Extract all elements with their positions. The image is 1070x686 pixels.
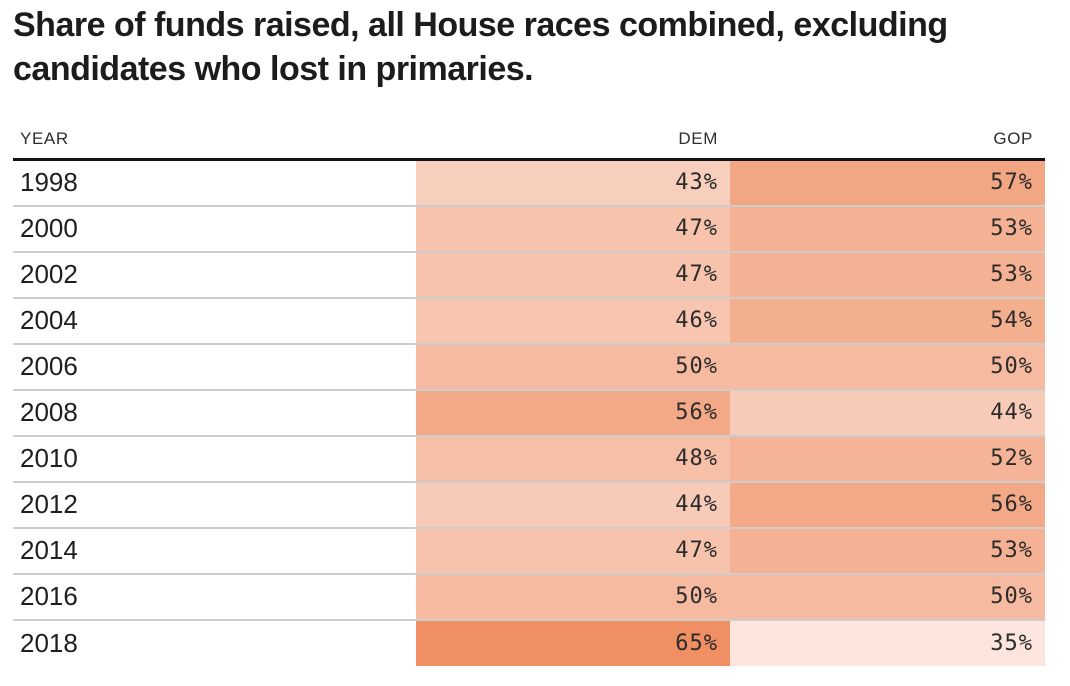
table-row: 2002 47% 53% [13,250,1045,298]
year-cell: 2014 [13,526,416,574]
dem-value-cell: 56% [416,388,730,436]
dem-value-cell: 48% [416,434,730,482]
gop-value-cell: 54% [730,296,1045,344]
column-header-dem: DEM [416,120,730,161]
table-body: 1998 43% 57% 2000 47% 53% 2002 47% 53% 2004 46% 54%… [13,159,1045,666]
dem-value-cell: 47% [416,250,730,298]
table-row: 1998 43% 57% [13,159,1045,206]
column-header-gop: GOP [730,120,1045,161]
dem-value-cell: 46% [416,296,730,344]
year-cell: 2004 [13,296,416,344]
gop-value-cell: 57% [730,159,1045,206]
year-cell: 2010 [13,434,416,482]
dem-value-cell: 50% [416,572,730,620]
gop-value-cell: 53% [730,526,1045,574]
table-row: 2010 48% 52% [13,434,1045,482]
page-title-line-1: Share of funds raised, all House races c… [13,6,948,44]
dem-value-cell: 65% [416,618,730,666]
gop-value-cell: 56% [730,480,1045,528]
gop-value-cell: 50% [730,572,1045,620]
year-cell: 2018 [13,618,416,666]
year-cell: 2012 [13,480,416,528]
table-row: 2016 50% 50% [13,572,1045,620]
gop-value-cell: 44% [730,388,1045,436]
funds-share-table: YEAR DEM GOP 1998 43% 57% 2000 47% 53% 2002 47%… [13,120,1045,666]
gop-value-cell: 53% [730,204,1045,252]
year-cell: 2006 [13,342,416,390]
dem-value-cell: 47% [416,526,730,574]
gop-value-cell: 53% [730,250,1045,298]
column-header-year: YEAR [13,120,416,161]
table-header: YEAR DEM GOP [13,120,1045,161]
dem-value-cell: 50% [416,342,730,390]
dem-value-cell: 44% [416,480,730,528]
table-row: 2012 44% 56% [13,480,1045,528]
year-cell: 2002 [13,250,416,298]
table-row: 2004 46% 54% [13,296,1045,344]
table-row: 2008 56% 44% [13,388,1045,436]
dem-value-cell: 47% [416,204,730,252]
dem-value-cell: 43% [416,159,730,206]
table-row: 2018 65% 35% [13,618,1045,666]
year-cell: 2016 [13,572,416,620]
gop-value-cell: 35% [730,618,1045,666]
year-cell: 1998 [13,159,416,206]
table-row: 2006 50% 50% [13,342,1045,390]
page-title-line-2: candidates who lost in primaries. [13,50,534,88]
page-title: Share of funds raised, all House races c… [13,3,948,91]
table-row: 2000 47% 53% [13,204,1045,252]
gop-value-cell: 52% [730,434,1045,482]
gop-value-cell: 50% [730,342,1045,390]
year-cell: 2000 [13,204,416,252]
table-row: 2014 47% 53% [13,526,1045,574]
header-row: YEAR DEM GOP [13,120,1045,161]
year-cell: 2008 [13,388,416,436]
